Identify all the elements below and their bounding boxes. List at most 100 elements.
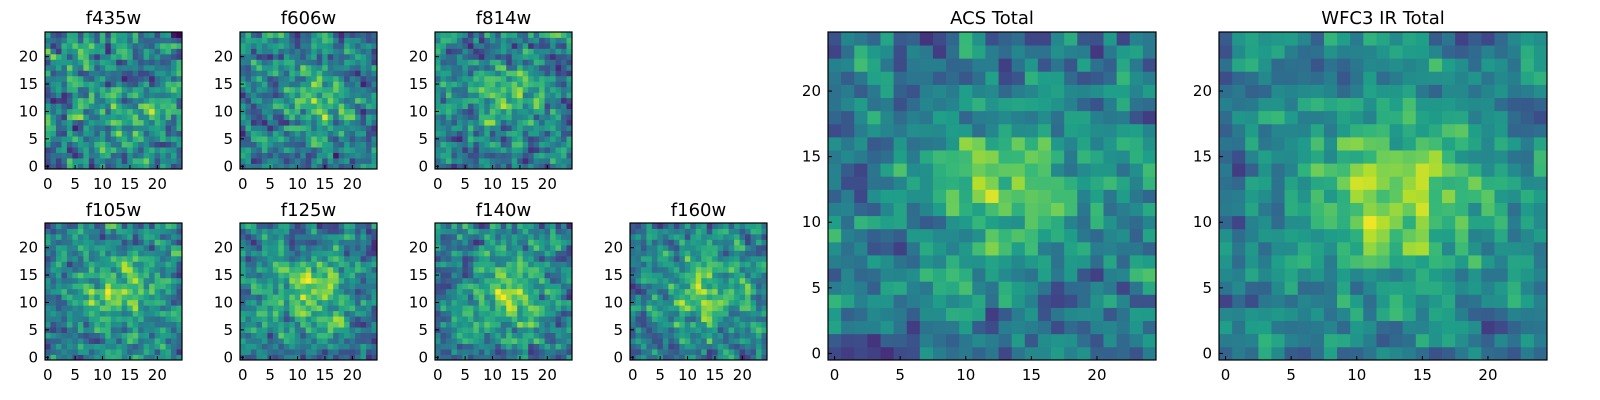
heatmap-cell <box>311 343 318 350</box>
heatmap-cell <box>561 261 567 268</box>
heatmap-cell <box>289 48 296 55</box>
y-tick-label: 20 <box>19 48 38 66</box>
heatmap-cell <box>435 119 441 126</box>
heatmap-cell <box>500 233 507 240</box>
heatmap-cell <box>72 349 79 355</box>
heatmap-cell <box>300 114 307 121</box>
heatmap-cell <box>467 294 474 301</box>
heatmap-cell <box>522 327 529 333</box>
heatmap-cell <box>533 272 540 279</box>
heatmap-cell <box>256 130 263 137</box>
heatmap-cell <box>1024 215 1039 230</box>
heatmap-cell <box>132 294 139 301</box>
heatmap-cell <box>1116 228 1131 243</box>
heatmap-cell <box>712 223 719 229</box>
heatmap-cell <box>316 141 323 148</box>
heatmap-cell <box>451 59 458 66</box>
heatmap-cell <box>105 147 112 153</box>
heatmap-cell <box>539 103 545 110</box>
heatmap-cell <box>673 239 680 246</box>
heatmap-cell <box>160 59 166 66</box>
heatmap-cell <box>366 316 372 323</box>
heatmap-cell <box>333 305 340 312</box>
heatmap-cell <box>272 103 279 110</box>
heatmap-cell <box>712 343 719 350</box>
heatmap-cell <box>646 332 653 339</box>
heatmap-cell <box>495 42 502 49</box>
heatmap-cell <box>456 349 463 355</box>
heatmap-cell <box>143 37 150 44</box>
heatmap-cell <box>72 32 79 38</box>
heatmap-cell <box>728 244 735 251</box>
heatmap-cell <box>998 333 1013 348</box>
heatmap-cell <box>462 81 469 88</box>
heatmap-cell <box>561 136 567 142</box>
heatmap-cell <box>478 108 485 115</box>
heatmap-cell <box>1142 268 1157 282</box>
heatmap-cell <box>495 327 502 333</box>
heatmap-cell <box>1116 268 1131 282</box>
heatmap-cell <box>451 136 458 142</box>
heatmap-cell <box>445 321 452 328</box>
heatmap-cell <box>77 163 84 170</box>
heatmap-cell <box>245 97 252 104</box>
heatmap-cell <box>662 233 669 240</box>
heatmap-cell <box>630 255 636 262</box>
heatmap-cell <box>478 332 485 339</box>
heatmap-cell <box>366 158 372 164</box>
heatmap-cell <box>906 215 921 230</box>
heatmap-cell <box>99 32 106 38</box>
heatmap-cell <box>355 141 361 148</box>
heatmap-cell <box>355 277 361 284</box>
heatmap-cell <box>127 327 134 333</box>
heatmap-cell <box>261 130 268 137</box>
heatmap-cell <box>445 97 452 104</box>
heatmap-cell <box>517 310 524 317</box>
heatmap-cell <box>121 136 128 142</box>
heatmap-cell <box>440 332 447 339</box>
heatmap-cell <box>695 239 702 246</box>
heatmap-cell <box>456 114 463 121</box>
heatmap-cell <box>539 48 545 55</box>
heatmap-cell <box>445 32 452 38</box>
heatmap-cell <box>245 114 252 121</box>
heatmap-cell <box>462 283 469 290</box>
heatmap-cell <box>272 288 279 295</box>
heatmap-cell <box>435 223 441 229</box>
heatmap-cell <box>83 261 90 268</box>
heatmap-cell <box>105 103 112 110</box>
heatmap-cell <box>506 255 513 262</box>
heatmap-cell <box>734 338 740 344</box>
heatmap-cell <box>484 244 491 251</box>
heatmap-cell <box>506 250 513 257</box>
heatmap-cell <box>651 294 658 301</box>
heatmap-cell <box>734 266 740 273</box>
heatmap-cell <box>83 233 90 240</box>
heatmap-cell <box>305 338 312 344</box>
heatmap-cell <box>489 86 496 93</box>
heatmap-cell <box>467 70 474 77</box>
heatmap-cell <box>489 283 496 290</box>
heatmap-cell <box>171 125 177 132</box>
heatmap-cell <box>327 244 334 251</box>
heatmap-cell <box>77 86 84 93</box>
heatmap-cell <box>1090 228 1104 243</box>
heatmap-cell <box>462 343 469 350</box>
heatmap-cell <box>478 316 485 323</box>
heatmap-cell <box>154 327 161 333</box>
heatmap-cell <box>154 59 161 66</box>
heatmap-cell <box>880 136 894 151</box>
heatmap-cell <box>278 53 285 60</box>
heatmap-cell <box>311 299 318 306</box>
heatmap-cell <box>668 288 675 295</box>
heatmap-cell <box>294 349 301 355</box>
heatmap-cell <box>55 261 62 268</box>
heatmap-cell <box>105 239 112 246</box>
heatmap-cell <box>322 316 329 323</box>
heatmap-cell <box>127 244 134 251</box>
heatmap-cell <box>484 158 491 164</box>
heatmap-cell <box>355 244 361 251</box>
heatmap-cell <box>344 92 350 99</box>
heatmap-cell <box>160 255 166 262</box>
heatmap-cell <box>841 228 855 243</box>
